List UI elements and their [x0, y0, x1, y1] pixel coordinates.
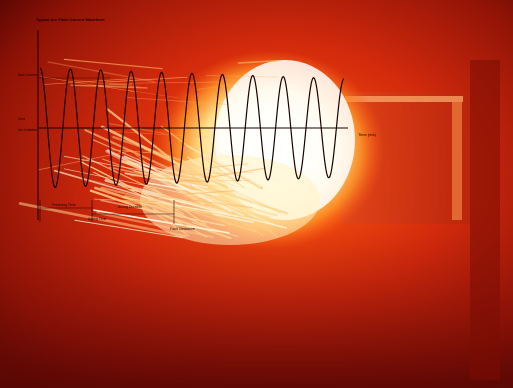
- x-axis-label: Time (ms): [358, 132, 377, 137]
- spark-streak: [84, 129, 217, 191]
- spark-streak: [94, 198, 157, 203]
- spark-streak: [200, 172, 235, 186]
- spark-streak: [89, 189, 232, 240]
- spark-streak: [237, 60, 278, 64]
- spark-streak: [105, 76, 188, 83]
- spark-streak: [172, 190, 235, 196]
- spark-streak: [220, 195, 279, 238]
- spark-streak: [40, 76, 136, 93]
- spark-streak: [212, 213, 255, 224]
- spark-streak: [152, 208, 208, 238]
- spark-streak: [122, 196, 221, 216]
- spark-streak: [112, 149, 154, 154]
- spark-streak: [96, 211, 214, 238]
- spark-streak: [44, 78, 131, 85]
- annotation-fault-clearance: Fault Clearance: [170, 227, 195, 231]
- spark-streak: [206, 74, 280, 78]
- y-tick-arc-initiation: Arc Initiation: [18, 128, 37, 132]
- spark-streak: [143, 186, 190, 205]
- spark-streak: [80, 161, 184, 215]
- spark-streak: [94, 186, 185, 218]
- spark-streak: [74, 219, 183, 239]
- y-tick-max: Max Current: [18, 73, 37, 77]
- spark-streak: [100, 199, 225, 227]
- spark-streak: [118, 199, 191, 213]
- spark-streak: [191, 222, 239, 238]
- spark-streak: [181, 159, 224, 183]
- spark-streak: [148, 199, 209, 228]
- spark-streak: [63, 168, 206, 199]
- spark-streak: [190, 202, 243, 218]
- spark-streak: [63, 58, 163, 70]
- spark-streak: [128, 90, 178, 98]
- spark-streak: [70, 84, 148, 89]
- spark-streak: [196, 83, 238, 91]
- spark-streak: [69, 175, 171, 199]
- spark-streak: [130, 188, 288, 229]
- spark-streak: [110, 130, 210, 138]
- chart-title: Typical Arc Flash Current Waveform: [36, 17, 105, 22]
- spark-streak: [127, 97, 229, 105]
- y-tick-zero: Zero: [18, 117, 25, 121]
- spark-streak: [174, 183, 244, 217]
- annotation-arcing-duration: Arcing Duration: [118, 205, 142, 209]
- spark-streak: [105, 175, 214, 195]
- annotation-prearcing: Prearcing Time: [52, 203, 76, 207]
- spark-streak: [158, 195, 254, 209]
- spark-streak: [170, 204, 257, 233]
- spark-streak: [134, 154, 183, 192]
- annotation-arcing-time: Arcing Time: [88, 217, 107, 221]
- spark-streak: [18, 202, 187, 238]
- spark-streak: [112, 135, 242, 183]
- current-waveform-line: [39, 67, 345, 189]
- spark-streak: [92, 83, 132, 87]
- spark-streak: [38, 150, 133, 171]
